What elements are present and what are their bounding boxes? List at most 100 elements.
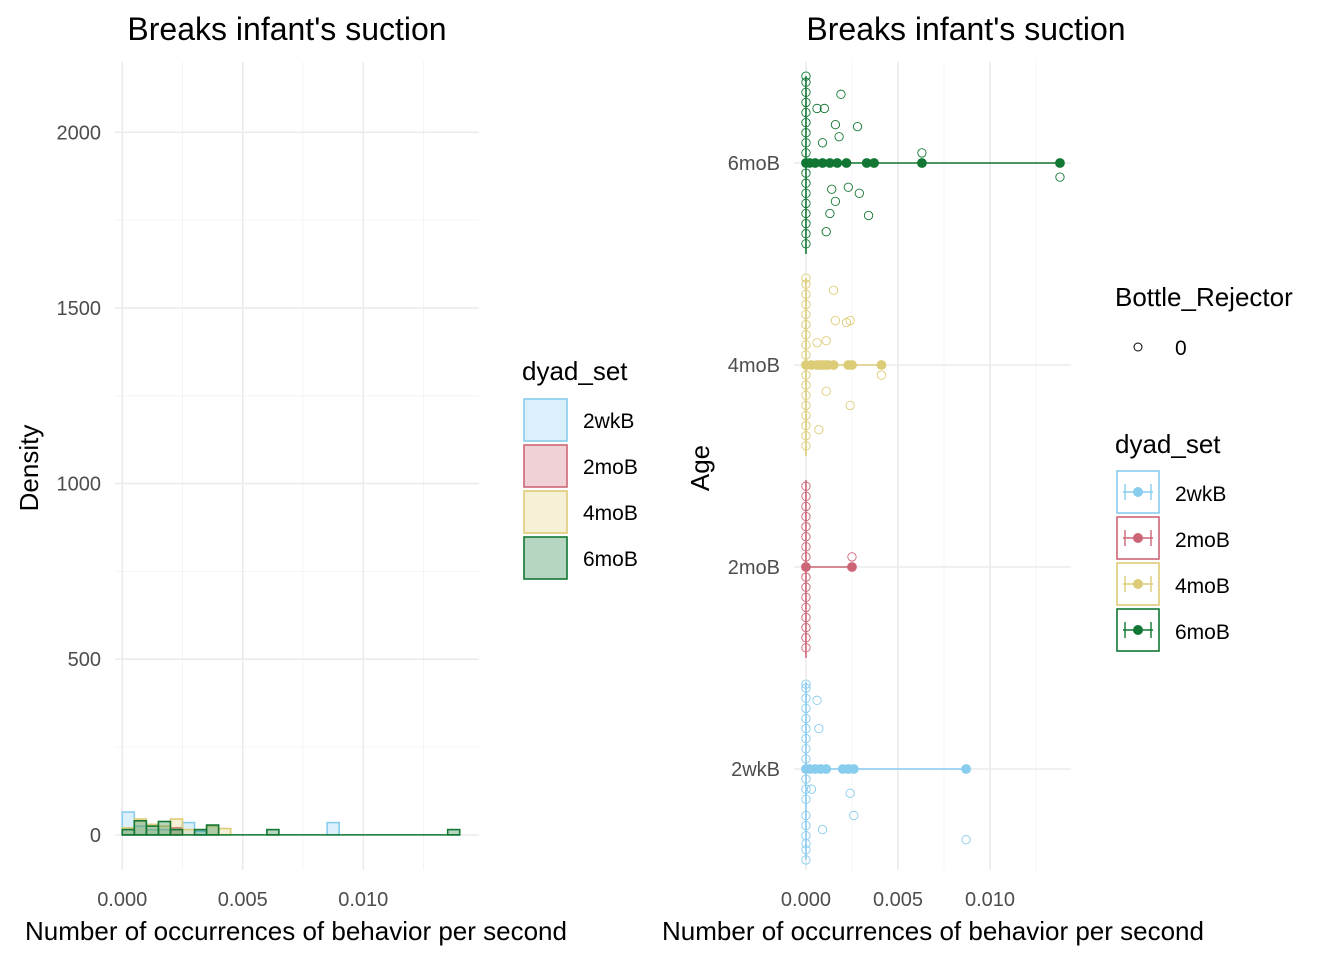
scatter-point-2wkB (801, 679, 811, 689)
scatter-legend-key-point (1133, 579, 1143, 589)
scatter-y-tick-label: 2wkB (731, 759, 780, 781)
scatter-point-6moB (819, 103, 830, 114)
histogram-y-ticks: 0 500 1000 1500 2000 (57, 122, 102, 847)
scatter-point-2wkB (801, 754, 811, 764)
scatter-point-6moB (821, 227, 831, 237)
scatter-y-tick-label: 6moB (728, 153, 780, 175)
histogram-legend-label: 2wkB (583, 410, 634, 433)
scatter-point-6moB (817, 138, 828, 148)
histogram-bar-2wkB (326, 821, 340, 836)
scatter-point-2moB (801, 572, 811, 582)
scatter-point-6moB (825, 208, 835, 219)
scatter-point-2wkB (801, 774, 811, 784)
scatter-point-4moB (801, 390, 811, 400)
histogram-y-tick-label: 0 (90, 825, 101, 847)
scatter-point-2wkB (801, 820, 811, 831)
scatter-point-6moB (836, 89, 846, 99)
scatter-panel: 2wkB 2moB 4moB 6moB 0.000 0.005 0.010 Breaks … (662, 11, 1293, 946)
histogram-y-tick-label: 1500 (57, 298, 102, 320)
scatter-point-4moB (801, 400, 811, 411)
bottle-rejector-legend: Bottle_Rejector 0 (1115, 282, 1293, 360)
scatter-series-2wkB (801, 679, 971, 865)
scatter-point-4moB (845, 400, 855, 411)
scatter-point-4moB (801, 330, 811, 340)
scatter-point-4moB (801, 380, 811, 390)
scatter-y-tick-label: 4moB (728, 355, 780, 377)
histogram-legend-key-6moB (523, 536, 568, 580)
bottle-rejector-legend-key (1133, 342, 1143, 352)
scatter-point-2wkB (849, 810, 859, 821)
summary-point-6moB (917, 158, 927, 168)
scatter-legend-label: 4moB (1175, 575, 1230, 598)
scatter-point-6moB (863, 210, 874, 221)
summary-point-6moB (869, 158, 879, 168)
scatter-x-ticks: 0.000 0.005 0.010 (781, 889, 1015, 911)
scatter-point-6moB (852, 121, 863, 132)
scatter-point-2moB (801, 552, 811, 562)
scatter-point-2moB (801, 532, 811, 542)
summary-point-6moB (1055, 158, 1065, 168)
scatter-point-6moB (801, 198, 811, 209)
scatter-point-4moB (828, 285, 839, 295)
scatter-point-2wkB (961, 835, 971, 845)
scatter-point-2wkB (801, 703, 811, 714)
scatter-point-2wkB (801, 723, 811, 734)
scatter-point-2moB (801, 592, 811, 602)
scatter-point-6moB (812, 103, 822, 114)
scatter-point-2wkB (801, 734, 811, 744)
scatter-point-4moB (801, 289, 811, 299)
scatter-point-6moB (834, 132, 844, 142)
scatter-point-4moB (821, 336, 831, 346)
summary-point-2moB (801, 562, 811, 572)
histogram-panel: 0 500 1000 1500 2000 0.000 0.005 0.010 Breaks … (14, 11, 638, 946)
scatter-legend-key-6moB (1116, 608, 1160, 652)
scatter-point-2wkB (812, 695, 822, 705)
summary-point-4moB (828, 360, 839, 370)
scatter-point-6moB (801, 87, 811, 97)
scatter-point-6moB (801, 168, 811, 178)
scatter-point-4moB (876, 370, 887, 380)
scatter-point-2moB (847, 552, 857, 562)
histogram-legend-label: 4moB (583, 502, 638, 525)
scatter-legend-label: 2moB (1175, 529, 1230, 552)
scatter-point-2moB (801, 501, 811, 512)
scatter-point-2moB (801, 481, 811, 491)
scatter-point-6moB (801, 148, 811, 158)
scatter-series-4moB (801, 273, 887, 456)
scatter-point-2moB (801, 521, 811, 532)
scatter-point-4moB (845, 315, 855, 326)
scatter-point-4moB (801, 441, 811, 451)
scatter-x-tick-label: 0.005 (873, 889, 923, 911)
scatter-point-6moB (801, 107, 811, 118)
bottle-rejector-legend-label: 0 (1175, 337, 1187, 360)
histogram-y-tick-label: 2000 (57, 122, 102, 144)
summary-point-2wkB (821, 764, 832, 774)
scatter-point-2wkB (806, 784, 817, 794)
scatter-point-2wkB (801, 855, 811, 865)
scatter-point-4moB (801, 431, 811, 441)
scatter-point-4moB (814, 424, 824, 435)
scatter-point-2wkB (801, 794, 811, 804)
summary-point-2moB (847, 562, 857, 572)
summary-point-6moB (832, 158, 843, 168)
histogram-grid (115, 62, 479, 870)
scatter-point-2wkB (801, 693, 811, 703)
histogram-x-ticks: 0.000 0.005 0.010 (97, 889, 388, 911)
histogram-y-tick-label: 1000 (57, 474, 102, 496)
summary-point-2wkB (848, 764, 859, 774)
scatter-point-2moB (801, 511, 811, 522)
histogram-legend-key-2moB (523, 444, 568, 488)
scatter-legend-key-2moB (1116, 516, 1160, 560)
histogram-legend-label: 2moB (583, 456, 638, 479)
scatter-point-4moB (801, 273, 811, 283)
scatter-point-2wkB (801, 810, 811, 821)
histogram-legend: dyad_set 2wkB 2moB 4moB 6moB (522, 356, 638, 580)
scatter-point-2moB (801, 622, 811, 633)
summary-point-6moB (841, 158, 852, 168)
histogram-bar-6moB (145, 825, 160, 836)
histogram-bar-4moB (217, 827, 232, 836)
scatter-dyad-set-legend: dyad_set 2wkB 2moB 4moB 6moB (1115, 429, 1230, 652)
scatter-point-6moB (801, 208, 811, 219)
histogram-x-tick-label: 0.010 (338, 889, 388, 911)
histogram-y-axis-label: Density (14, 425, 44, 512)
